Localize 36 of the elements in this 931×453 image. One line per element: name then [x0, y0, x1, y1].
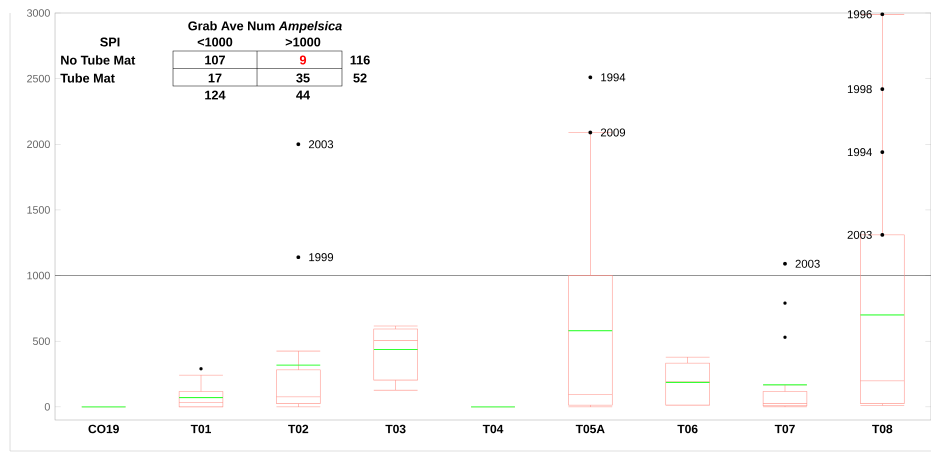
- x-tick-label: T08: [872, 424, 892, 434]
- annotation: No Tube Mat: [61, 55, 136, 65]
- annotation: 116: [350, 56, 370, 64]
- x-tick-label: T03: [385, 424, 406, 434]
- annotation: <1000: [198, 38, 232, 47]
- x-tick-label: T02: [288, 424, 308, 434]
- annotation: 44: [296, 90, 310, 100]
- y-tick-label: 500: [32, 337, 50, 345]
- annotation: 1994: [848, 148, 872, 156]
- annotation: 1999: [309, 253, 334, 262]
- annotation: Tube Mat: [60, 73, 115, 83]
- annotation: SPI: [100, 38, 120, 47]
- annotation: 1996: [848, 10, 872, 18]
- annotation: 2003: [308, 140, 334, 148]
- y-tick-label: 2000: [27, 140, 50, 148]
- x-tick-label: T06: [677, 424, 698, 434]
- y-tick-label: 1000: [27, 272, 50, 280]
- annotation: 2009: [600, 128, 626, 136]
- x-tick-label: T01: [190, 424, 212, 434]
- y-tick-label: 0: [44, 403, 50, 411]
- annotation: 9: [300, 56, 306, 64]
- annotation: Grab Ave Num Ampelsica: [188, 21, 342, 33]
- x-tick-label: T05A: [576, 424, 605, 434]
- annotation: 1994: [601, 73, 626, 82]
- y-tick-label: 1500: [27, 206, 50, 214]
- y-tick-label: 2500: [27, 74, 50, 82]
- x-tick-label: CO19: [88, 424, 119, 434]
- annotation: 1998: [848, 85, 872, 94]
- annotation: 2003: [796, 260, 820, 268]
- annotation: 2003: [848, 230, 872, 239]
- annotation: >1000: [286, 38, 320, 47]
- annotation: 124: [205, 90, 226, 100]
- y-tick-label: 3000: [26, 9, 50, 17]
- x-tick-label: T07: [774, 424, 795, 434]
- annotation: 52: [353, 74, 367, 82]
- x-tick-label: T04: [482, 424, 504, 434]
